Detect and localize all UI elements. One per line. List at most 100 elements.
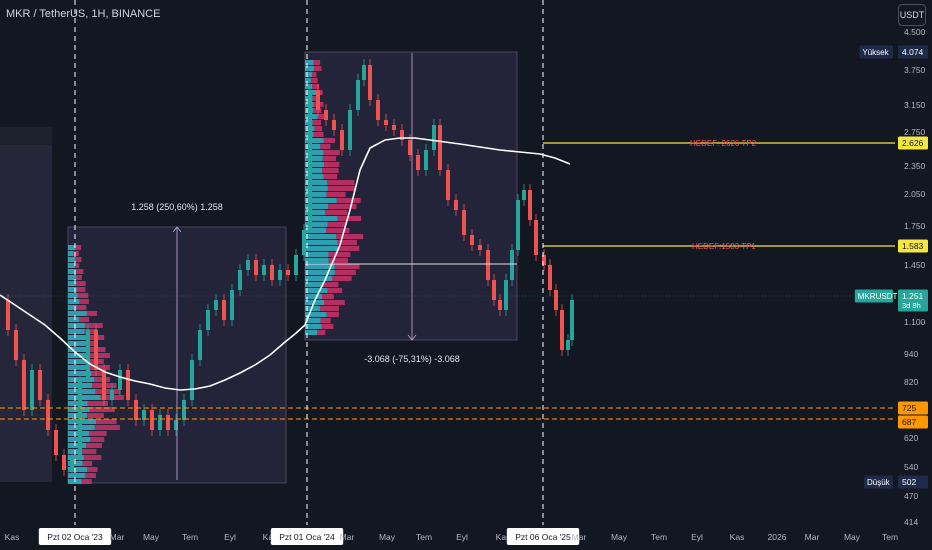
price-tick-label: 940 [904, 349, 918, 359]
candle-body [356, 80, 360, 110]
profile-bar-down [84, 329, 98, 334]
profile-bar-up [68, 359, 90, 364]
profile-bar-down [89, 353, 110, 358]
profile-bar-down [322, 156, 337, 161]
profile-bar-down [87, 341, 99, 346]
profile-bar-down [87, 467, 98, 472]
time-tick-label: Pzt 06 Oca '25 [515, 532, 571, 542]
profile-bar-up [68, 371, 92, 376]
profile-bar-down [79, 317, 90, 322]
tp2-label-value: 2.626 [902, 138, 924, 148]
profile-bar-down [324, 162, 340, 167]
candle-body [498, 300, 502, 310]
profile-bar-down [320, 306, 339, 311]
current-price-label-sub: 3d 8h [902, 301, 921, 310]
measure-up-text: 1.258 (250,60%) 1.258 [131, 202, 223, 212]
currency-button[interactable]: USDT [898, 4, 926, 26]
current-price-label-box [898, 289, 928, 312]
profile-bar-down [84, 323, 103, 328]
profile-bar-up [305, 324, 322, 329]
profile-bar-up [305, 306, 321, 311]
time-tick-label: Eyl [224, 532, 236, 542]
profile-bar-down [75, 257, 82, 262]
profile-bar-down [314, 66, 322, 71]
profile-bar-down [310, 78, 318, 83]
profile-bar-up [68, 281, 77, 286]
profile-bar-up [305, 234, 337, 239]
profile-bar-up [68, 335, 87, 340]
profile-bar-up [68, 275, 77, 280]
price-tick-label: 540 [904, 462, 918, 472]
current-price-label-title: MKRUSDT [858, 292, 898, 301]
profile-bar-up [68, 251, 74, 256]
candle-body [94, 330, 98, 370]
profile-bar-up [68, 413, 88, 418]
time-tick-label: Tem [651, 532, 667, 542]
level-687-label-box [898, 415, 928, 429]
profile-bar-down [76, 281, 86, 286]
profile-bar-down [338, 246, 360, 251]
moving-average-line [0, 137, 571, 391]
price-axis[interactable]: 4.500 3.750 3.150 2.750 2.350 2.050 1.750 1.450… [904, 27, 926, 527]
profile-bar-up [305, 264, 335, 269]
profile-bar-down [326, 228, 350, 233]
profile-bar-down [86, 311, 98, 316]
candle-body [238, 270, 242, 290]
candle-body [54, 430, 58, 455]
profile-bar-down [326, 192, 346, 197]
profile-bar-down [328, 258, 348, 263]
profile-bar-up [305, 228, 327, 233]
price-tick-label: 620 [904, 433, 918, 443]
profile-bar-up [305, 162, 325, 167]
candle-body [510, 250, 514, 280]
profile-bar-down [312, 96, 318, 101]
profile-bar-up [305, 246, 339, 251]
time-axis[interactable]: Kas Pzt 02 Oca '23 Mar May Tem Eyl Kas Pzt 01 O… [5, 528, 898, 545]
price-axis-bg [895, 0, 932, 550]
price-tick-label: 2.750 [904, 127, 926, 137]
time-tick-label: May [611, 532, 628, 542]
measure-down-arrow [407, 334, 417, 341]
tp2-label-box [898, 136, 928, 150]
profile-bar-down [327, 288, 343, 293]
candle-body [446, 170, 450, 200]
candle-body [348, 110, 352, 150]
low-label-title: Düşük [867, 478, 891, 487]
candle-body [86, 330, 90, 380]
price-tick-label: 3.750 [904, 65, 926, 75]
profile-bar-up [305, 66, 315, 71]
profile-bar-down [79, 299, 89, 304]
price-tick-label: 1.750 [904, 221, 926, 231]
profile-bar-down [90, 437, 105, 442]
candle-body [270, 265, 274, 280]
tp2-text: HEDEF: 2626 TP2 [690, 139, 757, 148]
time-tick-label: Kas [5, 532, 20, 542]
candle-body [14, 330, 18, 360]
candle-body [182, 400, 186, 420]
candle-body [548, 265, 552, 290]
price-tick-label: 470 [904, 491, 918, 501]
profile-bar-up [68, 473, 86, 478]
profile-bar-up [305, 330, 318, 335]
profile-bar-down [337, 216, 362, 221]
profile-bar-down [83, 455, 102, 460]
time-tick-label: Pzt 02 Oca '23 [47, 532, 103, 542]
profile-bar-down [76, 305, 87, 310]
profile-bar-up [68, 377, 95, 382]
candle-body [528, 190, 532, 220]
candle-body [316, 90, 320, 110]
profile-bar-up [305, 78, 311, 83]
profile-bar-down [89, 407, 115, 412]
profile-bar-up [305, 318, 321, 323]
candle-body [110, 390, 114, 400]
profile-bar-up [68, 257, 76, 262]
price-tick-label: 1.100 [904, 317, 926, 327]
profile-bar-up [68, 263, 76, 268]
time-tick-label: Kas [496, 532, 511, 542]
level-725-label-box [898, 401, 928, 415]
profile-bar-down [337, 240, 357, 245]
candle-body [408, 140, 412, 155]
